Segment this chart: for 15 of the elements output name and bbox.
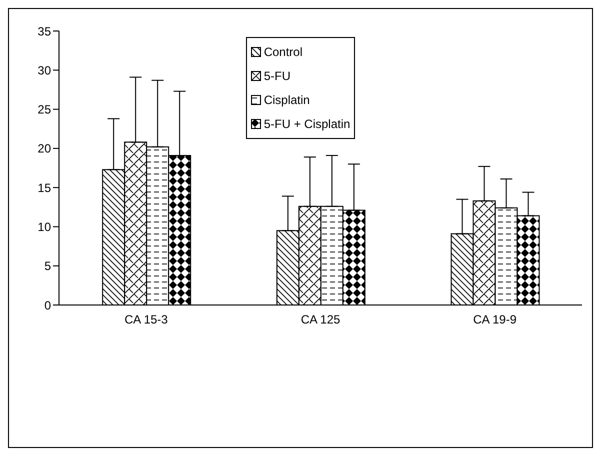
y-tick-label: 5 [44, 259, 52, 274]
y-tick-label: 30 [38, 63, 52, 78]
legend-label: 5-FU + Cisplatin [264, 116, 350, 133]
legend-label: Control [264, 44, 302, 61]
y-tick-label: 25 [38, 102, 52, 117]
legend-label: 5-FU [264, 68, 290, 85]
x-tick-label: CA 125 [300, 312, 340, 327]
legend-label: Cisplatin [264, 92, 310, 109]
x-tick-label: CA 19-9 [473, 312, 517, 327]
x-tick-label: CA 15-3 [124, 312, 168, 327]
y-tick-label: 10 [38, 220, 52, 234]
y-tick-label: 0 [44, 298, 52, 312]
y-tick-label: 35 [38, 24, 52, 38]
y-tick-label: 15 [38, 180, 52, 195]
y-tick-label: 20 [38, 142, 52, 156]
